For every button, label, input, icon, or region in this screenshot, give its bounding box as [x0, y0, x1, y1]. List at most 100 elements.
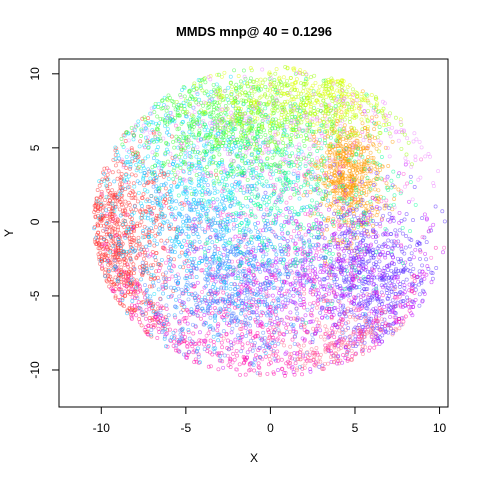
data-point: [154, 269, 159, 274]
data-point: [308, 290, 313, 295]
data-point: [391, 286, 396, 291]
data-point: [335, 163, 339, 167]
data-point: [397, 271, 401, 276]
data-point: [231, 226, 236, 231]
data-point: [385, 245, 390, 249]
data-point: [388, 314, 393, 319]
data-point: [322, 263, 327, 268]
data-point: [352, 299, 357, 303]
data-point: [126, 200, 131, 205]
data-point: [300, 266, 305, 271]
data-point: [127, 193, 131, 198]
data-point: [431, 222, 436, 227]
data-point: [362, 252, 367, 257]
data-point: [397, 220, 402, 225]
data-point: [119, 186, 124, 191]
data-point: [98, 261, 102, 266]
data-point: [197, 124, 202, 128]
data-point: [134, 303, 139, 308]
data-point: [337, 312, 342, 317]
data-point: [259, 322, 264, 327]
data-point: [275, 316, 280, 321]
data-point: [142, 295, 147, 300]
data-point: [293, 183, 298, 188]
data-point: [424, 240, 429, 245]
data-point: [341, 214, 346, 219]
data-point: [403, 290, 407, 295]
data-point: [352, 236, 357, 241]
data-point: [155, 336, 160, 340]
data-point: [284, 200, 289, 205]
data-point: [147, 229, 152, 234]
data-point: [129, 148, 134, 153]
data-point: [117, 221, 122, 226]
data-point: [370, 275, 375, 280]
data-point: [300, 336, 305, 341]
data-point: [328, 242, 333, 247]
data-point: [342, 253, 347, 258]
data-point: [370, 160, 375, 165]
data-point: [365, 127, 370, 131]
data-point: [411, 305, 416, 309]
data-point: [170, 274, 175, 279]
data-point: [309, 319, 313, 324]
data-point: [114, 233, 118, 238]
data-point: [193, 291, 198, 296]
data-point: [379, 339, 384, 344]
data-point: [256, 364, 261, 369]
data-point: [290, 187, 295, 191]
data-point: [188, 275, 193, 280]
data-point: [106, 201, 111, 206]
data-point: [229, 183, 234, 188]
data-point: [348, 289, 353, 294]
data-point: [135, 224, 139, 228]
data-point: [440, 209, 445, 214]
data-point: [104, 242, 109, 247]
data-point: [382, 305, 387, 309]
data-point: [230, 187, 235, 191]
data-point: [360, 289, 365, 294]
data-point: [401, 171, 406, 176]
data-point: [360, 198, 365, 202]
data-point: [106, 258, 111, 263]
data-point: [132, 184, 137, 189]
data-point: [110, 254, 115, 259]
data-point: [235, 333, 240, 338]
data-point: [122, 269, 127, 274]
data-point: [199, 245, 204, 250]
data-point: [312, 211, 317, 216]
data-point: [401, 280, 406, 285]
data-point: [292, 341, 297, 346]
data-point: [223, 143, 228, 148]
data-point: [433, 204, 438, 209]
data-point: [371, 183, 376, 187]
data-point: [264, 243, 269, 247]
data-point: [141, 231, 146, 236]
data-point: [389, 289, 394, 294]
data-point: [105, 172, 110, 177]
data-point: [191, 331, 196, 336]
data-point: [276, 211, 281, 216]
data-point: [347, 169, 352, 173]
data-point: [362, 340, 367, 345]
data-point: [331, 312, 336, 317]
data-point: [322, 260, 327, 265]
data-point: [333, 273, 338, 277]
data-point: [355, 215, 360, 220]
data-point: [149, 194, 154, 198]
data-point: [326, 242, 331, 247]
data-point: [147, 316, 152, 320]
data-point: [176, 341, 181, 346]
data-point: [126, 264, 130, 269]
data-point: [368, 150, 373, 155]
data-point: [220, 345, 225, 350]
data-point: [171, 343, 176, 348]
data-point: [417, 282, 421, 287]
data-point: [288, 310, 293, 315]
data-point: [352, 214, 356, 219]
data-point: [345, 357, 350, 361]
data-point: [123, 274, 128, 279]
data-point: [381, 213, 386, 218]
data-point: [403, 260, 408, 265]
data-point: [179, 310, 184, 315]
